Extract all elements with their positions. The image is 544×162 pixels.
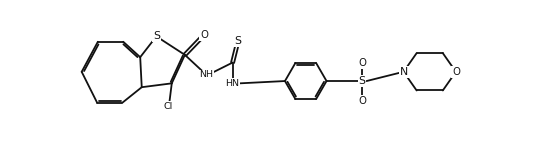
Text: N: N [399,67,407,77]
Text: NH: NH [200,70,213,79]
Text: O: O [452,67,460,77]
Text: S: S [234,36,242,46]
Text: S: S [153,31,160,41]
Text: O: O [358,96,366,106]
Text: O: O [200,30,208,40]
Text: S: S [358,76,366,86]
Text: Cl: Cl [163,102,172,111]
Text: O: O [358,58,366,68]
Text: HN: HN [226,79,239,88]
